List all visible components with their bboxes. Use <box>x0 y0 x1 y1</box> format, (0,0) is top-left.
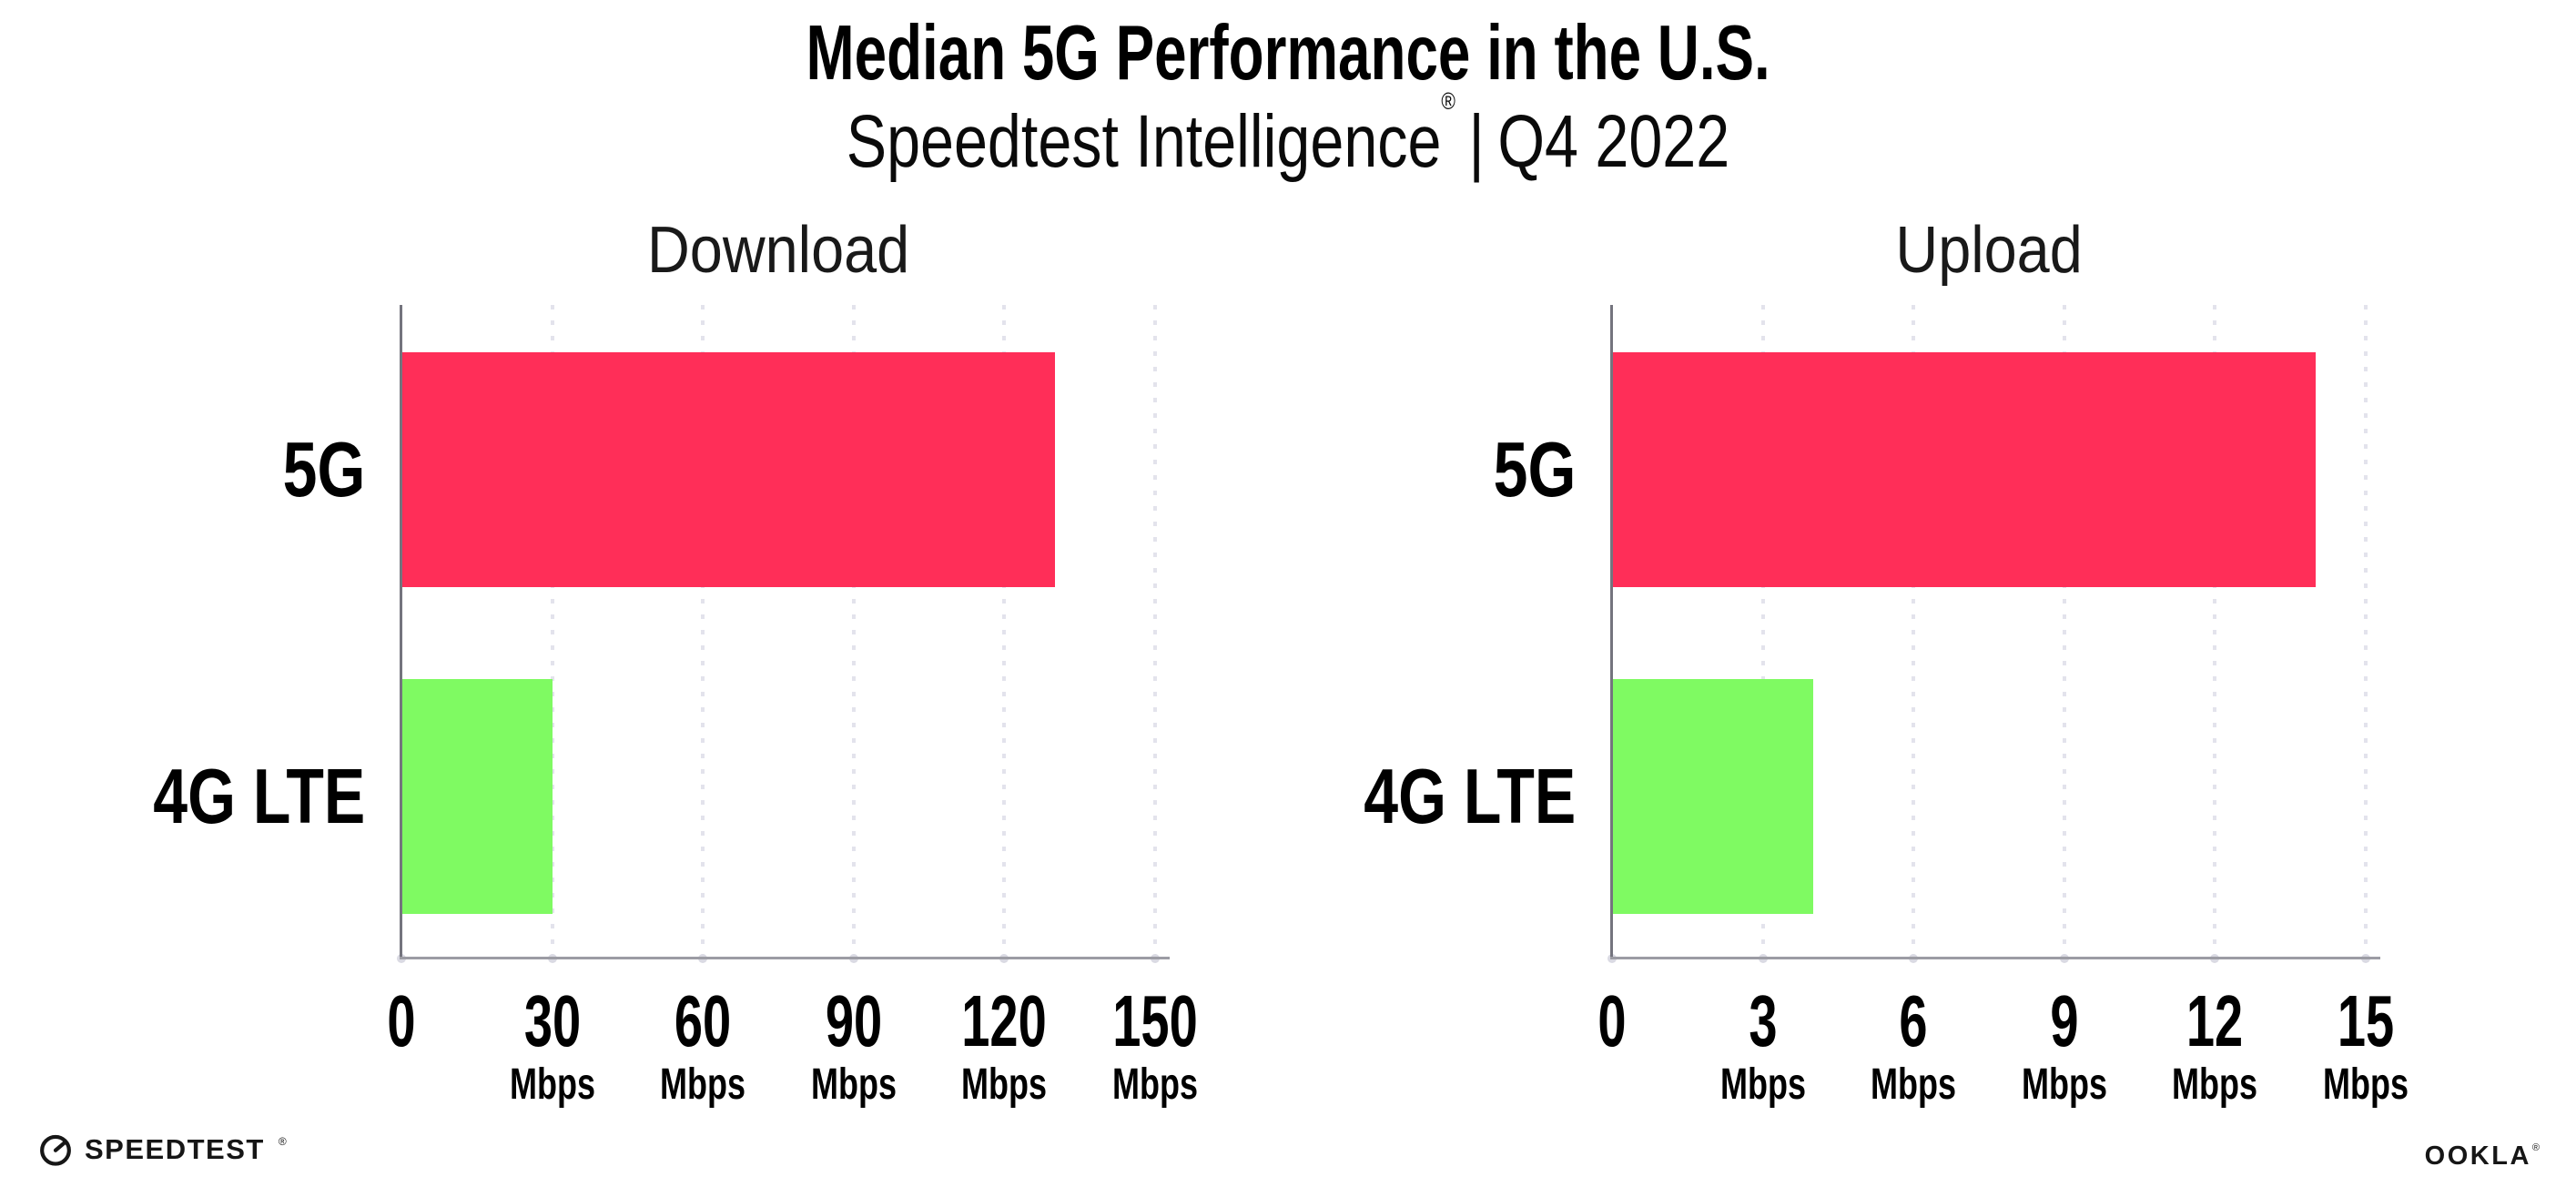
tick-label-0: 0 <box>381 985 422 1058</box>
tick-label-text-12: 12 <box>2186 980 2244 1061</box>
tick-label-6: 6 <box>1893 985 1934 1058</box>
tick-unit-label-6: Mbps <box>1857 1063 1971 1107</box>
x-axis-labels: 0 30 Mbps 60 Mbps 90 Mbps 120 Mbps 150 Mbps <box>387 958 1198 1121</box>
tick-label-15: 15 <box>2326 985 2407 1058</box>
tick-unit-label-60: Mbps <box>646 1063 760 1107</box>
speedtest-logo: SPEEDTEST ® <box>38 1132 287 1167</box>
tick-label-text-120: 120 <box>961 980 1048 1061</box>
x-axis-labels: 0 3 Mbps 6 Mbps 9 Mbps 12 Mbps 15 Mbps <box>1597 958 2409 1121</box>
tick-unit-text-150: Mbps <box>1112 1060 1198 1109</box>
y-axis-line <box>1610 305 1613 958</box>
upload-chart-title-text: Upload <box>1895 214 2083 287</box>
tick-unit-text-15: Mbps <box>2323 1060 2409 1109</box>
tick-unit-text-60: Mbps <box>660 1060 746 1109</box>
tick-unit-text-120: Mbps <box>961 1060 1048 1109</box>
registered-trademark-icon: ® <box>1441 87 1455 116</box>
tick-label-text-60: 60 <box>674 980 732 1061</box>
tick-label-3: 3 <box>1742 985 1783 1058</box>
speedtest-gauge-icon <box>40 1134 71 1166</box>
category-label-text-5g: 5G <box>282 426 365 513</box>
tick-label-12: 12 <box>2175 985 2256 1058</box>
ookla-wordmark: OOKLA <box>2424 1141 2531 1171</box>
page-title-text: Median 5G Performance in the U.S. <box>806 10 1770 96</box>
download-chart-title-text: Download <box>646 214 910 287</box>
tick-label-text-150: 150 <box>1112 980 1198 1061</box>
tick-label-0: 0 <box>1592 985 1633 1058</box>
ookla-logo: OOKLA® <box>2425 1141 2540 1172</box>
category-label-text-5g: 5G <box>1493 426 1576 513</box>
bar-4g-lte <box>1612 679 1813 914</box>
tick-label-90: 90 <box>813 985 894 1058</box>
gridline-12 <box>2213 305 2217 958</box>
category-label-4g-lte: 4G LTE <box>0 679 365 914</box>
tick-unit-label-150: Mbps <box>1098 1063 1212 1107</box>
tick-label-120: 120 <box>944 985 1065 1058</box>
tick-label-text-30: 30 <box>523 980 581 1061</box>
tick-unit-label-30: Mbps <box>495 1063 609 1107</box>
tick-label-60: 60 <box>663 985 744 1058</box>
tick-label-text-3: 3 <box>1749 980 1778 1061</box>
gridline-9 <box>2062 305 2066 958</box>
tick-unit-text-3: Mbps <box>1719 1060 1806 1109</box>
subtitle-brand: Speedtest Intelligence <box>846 99 1442 183</box>
speedtest-wordmark: SPEEDTEST <box>85 1133 265 1165</box>
category-label-5g: 5G <box>0 352 365 587</box>
header: Median 5G Performance in the U.S. Speedt… <box>0 10 2576 185</box>
tick-label-text-90: 90 <box>825 980 882 1061</box>
gridline-150 <box>1153 305 1157 958</box>
bar-5g <box>401 352 1055 587</box>
subtitle-period: Q4 2022 <box>1497 99 1730 183</box>
tick-label-text-0: 0 <box>1597 980 1627 1061</box>
gridline-90 <box>851 305 856 958</box>
gridline-30 <box>550 305 554 958</box>
tick-unit-label-120: Mbps <box>948 1063 1061 1107</box>
tick-unit-label-3: Mbps <box>1706 1063 1820 1107</box>
x-axis-line <box>400 957 1170 959</box>
tick-unit-text-30: Mbps <box>509 1060 595 1109</box>
x-axis-line <box>1610 957 2380 959</box>
download-chart: Download 5G 4G LTE 0 30 Mbps 60 Mbps 90 Mbps 120 M… <box>153 218 1198 1107</box>
gridline-15 <box>2364 305 2368 958</box>
gridline-120 <box>1002 305 1007 958</box>
category-label-text-4g-lte: 4G LTE <box>153 753 365 840</box>
ookla-registered-mark-icon: ® <box>2531 1141 2540 1153</box>
page-subtitle: Speedtest Intelligence® | Q4 2022 <box>0 87 2576 185</box>
tick-label-text-15: 15 <box>2337 980 2395 1061</box>
bar-5g <box>1612 352 2316 587</box>
page-title: Median 5G Performance in the U.S. <box>0 10 2576 96</box>
bar-4g-lte <box>401 679 553 914</box>
tick-unit-label-9: Mbps <box>2007 1063 2121 1107</box>
category-label-5g: 5G <box>1193 352 1576 587</box>
subtitle-separator: | <box>1468 99 1485 183</box>
tick-label-text-0: 0 <box>387 980 416 1061</box>
tick-unit-label-15: Mbps <box>2308 1063 2422 1107</box>
upload-chart: Upload 5G 4G LTE 0 3 Mbps 6 Mbps 9 Mbps 12 Mbps 15 M… <box>1364 218 2409 1107</box>
y-axis-line <box>400 305 402 958</box>
speedtest-registered-mark-icon: ® <box>278 1135 287 1148</box>
tick-unit-label-12: Mbps <box>2158 1063 2272 1107</box>
gridline-60 <box>701 305 705 958</box>
tick-unit-text-12: Mbps <box>2172 1060 2258 1109</box>
tick-unit-text-90: Mbps <box>810 1060 897 1109</box>
tick-unit-text-6: Mbps <box>1871 1060 1957 1109</box>
tick-label-150: 150 <box>1094 985 1215 1058</box>
tick-label-text-6: 6 <box>1899 980 1928 1061</box>
download-chart-title: Download <box>401 218 1155 283</box>
gridline-6 <box>1912 305 1916 958</box>
category-label-text-4g-lte: 4G LTE <box>1364 753 1576 840</box>
gridline-3 <box>1760 305 1765 958</box>
tick-label-9: 9 <box>2044 985 2085 1058</box>
tick-unit-text-9: Mbps <box>2021 1060 2107 1109</box>
tick-unit-label-90: Mbps <box>796 1063 910 1107</box>
tick-label-text-9: 9 <box>2050 980 2079 1061</box>
upload-chart-title: Upload <box>1612 218 2366 283</box>
category-label-4g-lte: 4G LTE <box>1193 679 1576 914</box>
tick-label-30: 30 <box>512 985 593 1058</box>
